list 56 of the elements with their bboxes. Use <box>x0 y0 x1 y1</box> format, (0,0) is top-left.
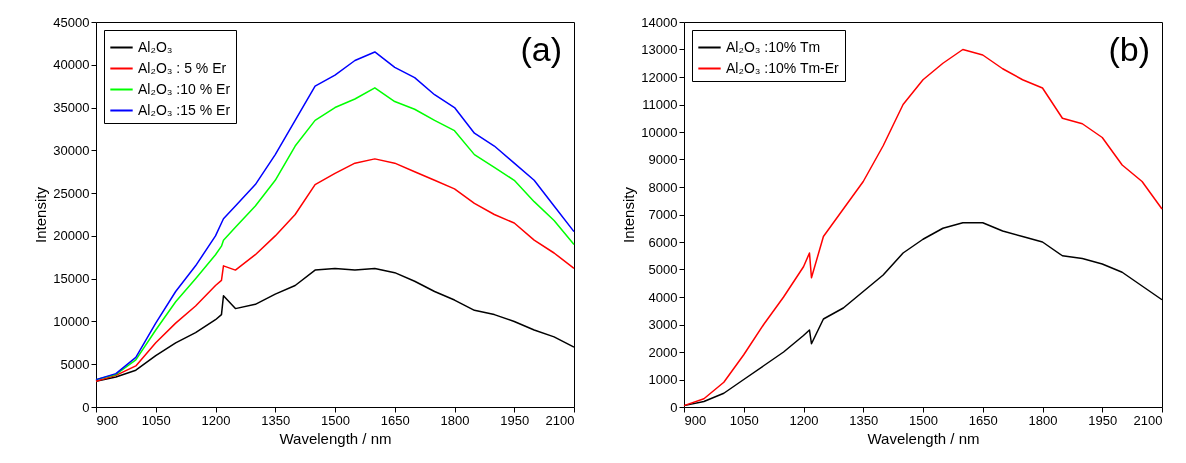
y-axis-title: Intensity <box>620 186 638 243</box>
y-tick-label: 14000 <box>641 14 678 30</box>
x-axis-title: Wavelength / nm <box>867 429 980 447</box>
y-tick-label: 1000 <box>648 372 678 387</box>
legend-label: Al₂O₃ :10% Tm-Er <box>726 59 840 76</box>
y-tick-label: 40000 <box>53 57 90 73</box>
x-tick-label: 1050 <box>729 412 759 428</box>
y-tick-label: 45000 <box>53 14 90 30</box>
y-tick-label: 5000 <box>648 262 678 277</box>
y-tick-label: 2000 <box>648 344 678 360</box>
y-tick-label: 0 <box>670 399 678 415</box>
x-tick-label: 1650 <box>380 412 410 428</box>
legend-label: Al₂O₃ <box>138 38 173 55</box>
y-tick-label: 8000 <box>648 179 678 195</box>
y-tick-label: 12000 <box>641 69 678 85</box>
y-tick-label: 20000 <box>53 228 90 244</box>
annotation: (a) <box>520 30 562 68</box>
x-tick-label: 1800 <box>440 412 470 428</box>
x-tick-label: 1950 <box>500 412 530 428</box>
annotation: (b) <box>1108 30 1150 68</box>
x-tick-label: 900 <box>684 412 707 428</box>
y-tick-label: 13000 <box>641 42 678 57</box>
y-tick-label: 25000 <box>53 185 90 201</box>
x-tick-label: 1050 <box>141 412 171 428</box>
y-tick-label: 9000 <box>648 152 678 167</box>
y-tick-label: 15000 <box>53 271 90 287</box>
x-tick-label: 1500 <box>909 412 938 428</box>
x-tick-label: 1200 <box>789 412 819 428</box>
x-axis-title: Wavelength / nm <box>279 429 392 447</box>
x-tick-label: 900 <box>96 412 119 428</box>
y-tick-label: 5000 <box>60 356 90 372</box>
y-tick-label: 4000 <box>648 289 678 305</box>
y-tick-label: 11000 <box>642 97 678 112</box>
y-axis-title: Intensity <box>32 186 50 243</box>
y-tick-label: 7000 <box>648 207 678 222</box>
legend-label: Al₂O₃ :10 % Er <box>138 80 231 97</box>
legend-label: Al₂O₃ : 5 % Er <box>138 59 227 76</box>
x-tick-label: 1350 <box>849 412 879 428</box>
line-series <box>95 158 575 383</box>
x-tick-label: 1350 <box>261 412 291 428</box>
x-tick-label: 1500 <box>321 412 350 428</box>
y-tick-label: 10000 <box>641 124 678 140</box>
legend-label: Al₂O₃ :15 % Er <box>138 101 231 118</box>
x-tick-label: 2100 <box>545 412 575 428</box>
y-tick-label: 30000 <box>53 142 90 158</box>
x-tick-label: 1200 <box>201 412 231 428</box>
y-tick-label: 10000 <box>53 313 90 329</box>
x-tick-label: 2100 <box>1133 412 1163 428</box>
y-tick-label: 0 <box>82 399 90 415</box>
y-tick-label: 3000 <box>648 317 678 332</box>
y-tick-label: 35000 <box>53 100 90 116</box>
legend-label: Al₂O₃ :10% Tm <box>726 38 821 55</box>
x-tick-label: 1950 <box>1088 412 1118 428</box>
y-tick-label: 6000 <box>648 234 678 250</box>
x-tick-label: 1800 <box>1028 412 1058 428</box>
x-tick-label: 1650 <box>968 412 998 428</box>
